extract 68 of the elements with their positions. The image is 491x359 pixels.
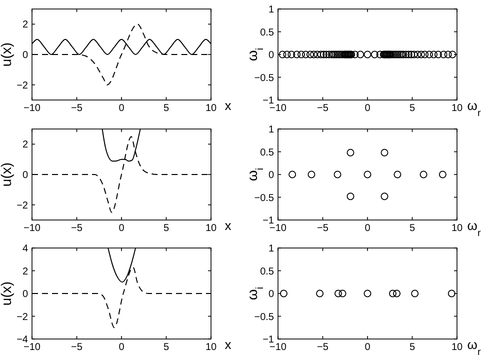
y-tick-label: 0.5 — [260, 266, 274, 278]
y-tick-label: 0 — [268, 50, 274, 61]
y-tick-label: 1 — [268, 124, 274, 136]
x-tick-label: 5 — [409, 103, 416, 114]
x-tick-label: −5 — [71, 342, 83, 353]
y-tick-label: −0.5 — [254, 192, 274, 204]
y-tick-label: 0 — [268, 289, 274, 300]
y-tick-label: 2 — [22, 266, 28, 278]
x-tick-label: 10 — [205, 223, 217, 234]
point — [334, 170, 342, 178]
x-tick-label: 10 — [205, 103, 217, 114]
point — [346, 192, 354, 200]
point — [394, 170, 402, 178]
x-axis-title: ω$_{r}$ — [467, 337, 482, 358]
x-axis-title: x — [224, 218, 232, 233]
x-tick-label: 5 — [409, 342, 416, 353]
x-tick-label: 10 — [451, 223, 463, 234]
y-tick-label: −0.5 — [254, 72, 274, 84]
x-tick-label: 0 — [364, 223, 371, 234]
y-tick-label: −2 — [16, 200, 28, 212]
x-tick-label: −10 — [24, 103, 41, 114]
x-tick-label: 0 — [364, 103, 371, 114]
x-tick-label: 10 — [451, 103, 463, 114]
y-tick-label: 4 — [22, 244, 28, 254]
point — [346, 148, 354, 156]
y-tick-label: 0 — [22, 50, 28, 61]
y-tick-label: 2 — [22, 20, 28, 31]
point — [308, 170, 316, 178]
x-tick-label: 0 — [118, 223, 125, 234]
x-axis-title: x — [224, 337, 232, 352]
x-tick-label: 0 — [118, 103, 125, 114]
x-tick-label: −5 — [317, 223, 329, 234]
x-tick-label: −5 — [71, 223, 83, 234]
x-tick-label: 5 — [409, 223, 416, 234]
point — [380, 148, 388, 156]
x-tick-label: 5 — [163, 342, 170, 353]
x-tick-label: −10 — [24, 223, 41, 234]
point — [364, 170, 372, 178]
x-tick-label: 10 — [205, 342, 217, 353]
y-tick-label: 0.5 — [260, 27, 274, 38]
y-tick-label: 1 — [268, 4, 274, 16]
x-tick-label: −5 — [317, 342, 329, 353]
x-tick-label: 5 — [163, 103, 170, 114]
point — [288, 170, 296, 178]
y-tick-label: −2 — [16, 312, 28, 323]
y-tick-label: 0.5 — [260, 147, 274, 158]
point — [438, 170, 446, 178]
y-tick-label: 0 — [268, 170, 274, 181]
x-tick-label: 0 — [364, 342, 371, 353]
y-tick-label: 1 — [268, 244, 274, 254]
y-tick-label: −2 — [16, 80, 28, 92]
x-tick-label: 5 — [163, 223, 170, 234]
y-axis-title: u(x) — [0, 281, 14, 306]
y-axis-title: u(x) — [0, 42, 14, 67]
y-tick-label: −0.5 — [254, 312, 274, 323]
x-tick-label: −5 — [317, 103, 329, 114]
x-axis-title: ω$_{r}$ — [467, 98, 482, 118]
y-tick-label: 2 — [22, 140, 28, 151]
point — [420, 170, 428, 178]
y-tick-label: 0 — [22, 289, 28, 300]
y-axis-title: u(x) — [0, 162, 14, 187]
y-tick-label: 0 — [22, 170, 28, 181]
x-tick-label: 0 — [118, 342, 125, 353]
x-axis-title: ω$_{r}$ — [467, 218, 482, 238]
x-axis-title: x — [224, 98, 232, 113]
x-tick-label: −5 — [71, 103, 83, 114]
x-tick-label: 10 — [451, 342, 463, 353]
point — [380, 192, 388, 200]
